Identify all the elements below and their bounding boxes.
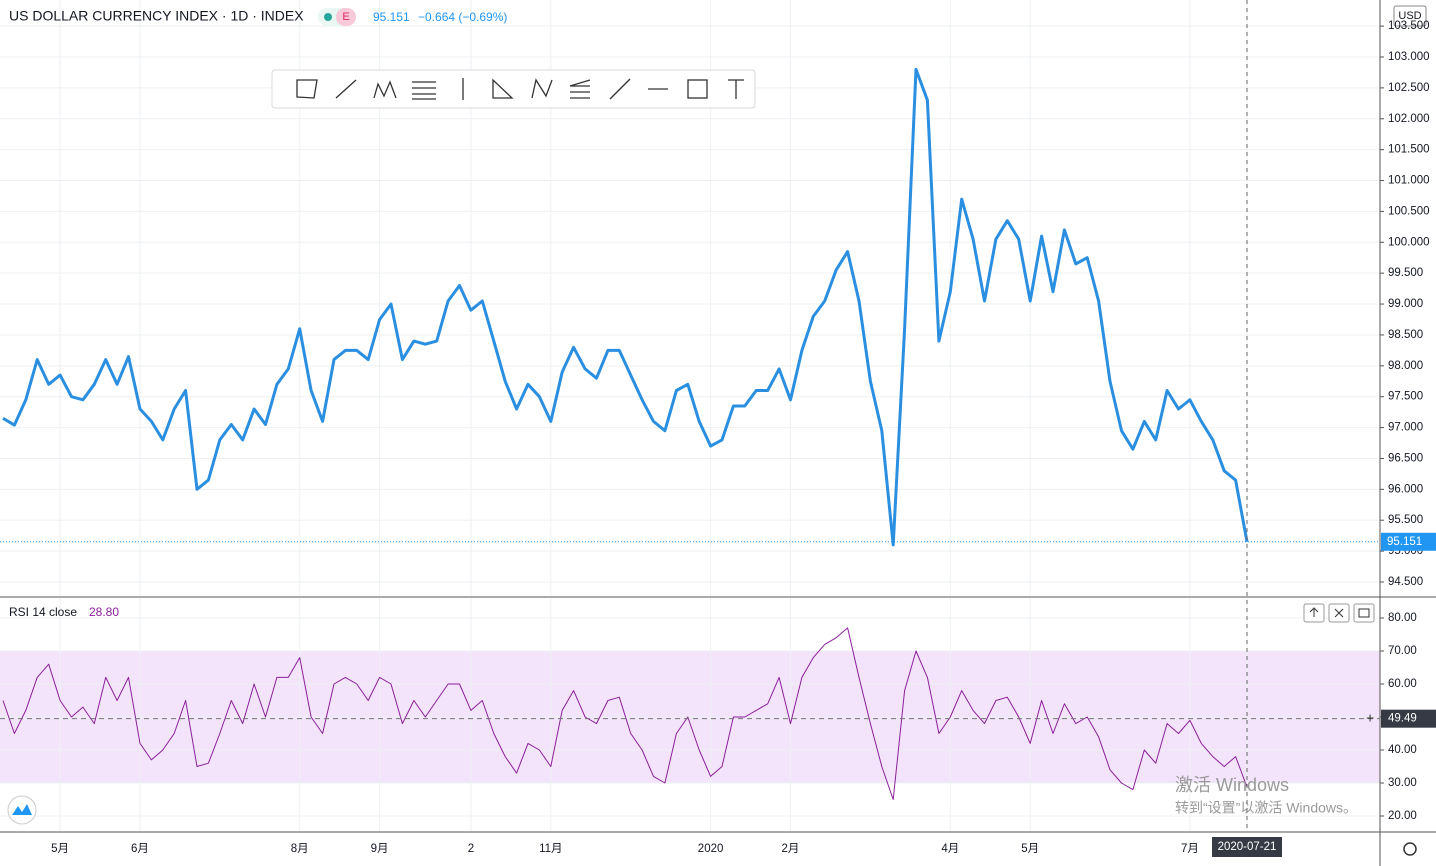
currency-box[interactable] [1393, 5, 1427, 27]
price-line [2, 67, 1249, 547]
y-tick-label: 20.00 [1388, 810, 1417, 822]
content [2, 67, 1249, 800]
tool-icon[interactable] [687, 79, 708, 99]
y-tick-label: 102.500 [1388, 82, 1430, 94]
y-tick-label: 98.000 [1388, 360, 1423, 372]
tool-icon[interactable] [569, 79, 591, 99]
y-tick-label: 94.500 [1388, 576, 1423, 588]
crosshair-plus: + [1366, 709, 1374, 725]
chart-title: US DOLLAR CURRENCY INDEX · 1D · INDEX [9, 8, 304, 24]
tool-icon[interactable] [412, 81, 436, 100]
x-tick-label: 6月 [131, 843, 149, 855]
activation-hint: 转到“设置”以激活 Windows。 [1175, 800, 1357, 816]
tool-icon[interactable] [531, 78, 553, 99]
y-tick-label: 96.500 [1388, 452, 1423, 464]
x-tick-label: 8月 [291, 843, 309, 855]
toolbar-bg [271, 69, 756, 109]
x-tick-label: 4月 [941, 843, 959, 855]
last-price: 95.151 [373, 10, 410, 24]
y-tick-label: 101.000 [1388, 175, 1430, 187]
x-tick-label: 5月 [51, 843, 69, 855]
tool-icon[interactable] [609, 78, 631, 100]
settings-icon[interactable] [1403, 842, 1417, 856]
last-price-box [1381, 532, 1436, 551]
y-tick-label: 99.000 [1388, 298, 1423, 310]
x-tick-label: 9月 [371, 843, 389, 855]
y-tick-label: 100.000 [1388, 236, 1430, 248]
y-tick-label: 70.00 [1388, 645, 1417, 657]
x-tick-label: 5月 [1021, 843, 1039, 855]
crosshair-label: 49.49 [1388, 713, 1417, 725]
last-price-label: 95.151 [1387, 536, 1422, 548]
y-tick-label: 102.000 [1388, 113, 1430, 125]
pane-maximize-button[interactable] [1353, 603, 1375, 623]
tool-icon[interactable] [728, 79, 744, 99]
cursor-date-box [1212, 837, 1282, 857]
tool-icon[interactable] [296, 79, 318, 99]
pane-button-icons [1309, 607, 1370, 618]
x-tick-label: 7月 [1181, 843, 1199, 855]
y-tick-label: 98.500 [1388, 329, 1423, 341]
logo-icon [12, 804, 32, 815]
y-tick-label: 95.500 [1388, 514, 1423, 526]
badge: E [342, 11, 349, 23]
activation-title: 激活 Windows [1175, 775, 1289, 795]
status-dot [324, 13, 332, 21]
x-tick-label: 2 [468, 843, 474, 855]
grid [0, 0, 1380, 832]
rsi-value: 28.80 [89, 605, 119, 619]
drawing-toolbar [271, 69, 756, 109]
x-tick-label: 2020 [698, 843, 724, 855]
y-tick-label: 97.000 [1388, 422, 1423, 434]
y-tick-label: 80.00 [1388, 612, 1417, 624]
y-tick-label: 60.00 [1388, 678, 1417, 690]
tool-icon[interactable] [492, 78, 514, 99]
rsi-title: RSI 14 close [9, 605, 77, 619]
cursor-date: 2020-07-21 [1218, 841, 1277, 853]
logo-button[interactable] [7, 795, 37, 825]
badge-bg [336, 8, 356, 26]
y-tick-label: 99.500 [1388, 267, 1423, 279]
y-tick-label: 101.500 [1388, 144, 1430, 156]
tool-icon[interactable] [335, 79, 357, 99]
y-tick-label: 100.500 [1388, 205, 1430, 217]
currency[interactable]: USD [1398, 10, 1421, 22]
price-change: −0.664 (−0.69%) [418, 10, 507, 24]
y-tick-label: 40.00 [1388, 744, 1417, 756]
y-tick-label: 96.000 [1388, 483, 1423, 495]
rsi-line [2, 627, 1248, 800]
x-tick-label: 2月 [782, 843, 800, 855]
x-tick-label: 11月 [539, 843, 562, 855]
y-tick-label: 30.00 [1388, 777, 1417, 789]
crosshair-box [1381, 709, 1436, 728]
tool-icon[interactable] [373, 80, 397, 99]
y-tick-label: 103.500 [1388, 20, 1430, 32]
y-tick-label: 97.500 [1388, 391, 1423, 403]
y-tick-label: 103.000 [1388, 51, 1430, 63]
